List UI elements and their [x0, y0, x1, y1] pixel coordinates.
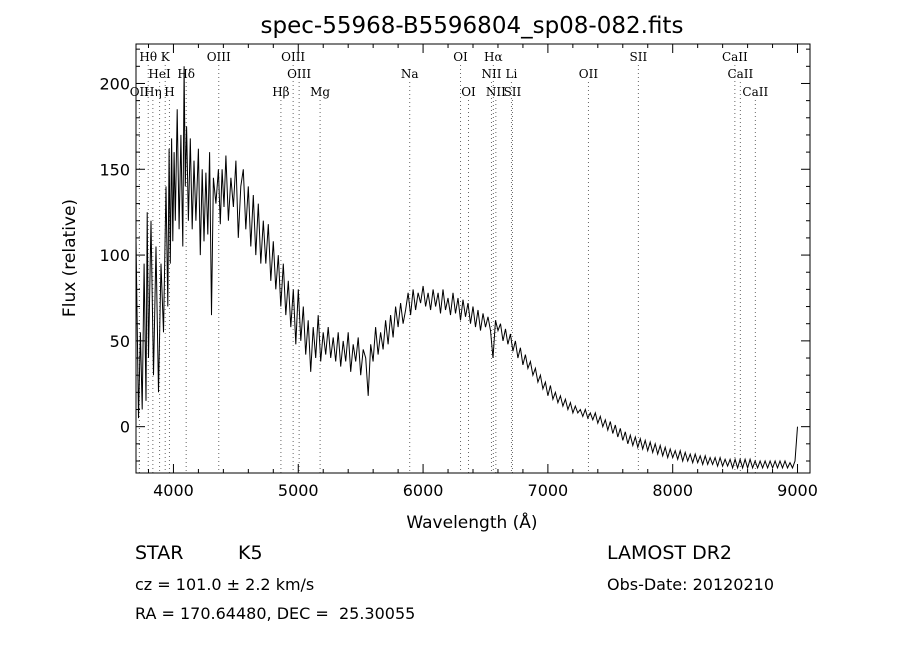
- line-label-11: Na: [401, 67, 419, 81]
- y-tick-label-200: 200: [99, 74, 130, 93]
- chart-title: spec-55968-B5596804_sp08-082.fits: [261, 13, 684, 39]
- line-label-8: HeI: [148, 67, 171, 81]
- line-label-10: OIII: [287, 67, 311, 81]
- line-label-2: OIII: [207, 50, 231, 64]
- line-label-21: OI: [461, 85, 476, 99]
- line-label-19: Hβ: [272, 85, 289, 99]
- line-label-13: Li: [506, 67, 518, 81]
- x-tick-label-6000: 6000: [403, 481, 444, 500]
- line-label-1: K: [161, 50, 171, 64]
- line-label-23: SII: [504, 85, 522, 99]
- line-label-20: Mg: [310, 85, 330, 99]
- x-tick-label-9000: 9000: [777, 481, 818, 500]
- line-label-12: NII: [481, 67, 501, 81]
- line-label-5: Hα: [484, 50, 503, 64]
- y-axis-label: Flux (relative): [60, 199, 80, 317]
- line-label-24: CaII: [742, 85, 768, 99]
- line-label-18: H: [164, 85, 174, 99]
- object-class-text: STAR: [135, 542, 184, 564]
- line-label-6: SII: [630, 50, 648, 64]
- line-label-7: CaII: [722, 50, 748, 64]
- redshift-text: cz = 101.0 ± 2.2 km/s: [135, 575, 315, 594]
- line-label-4: OI: [453, 50, 468, 64]
- line-label-16: OII: [130, 85, 150, 99]
- y-tick-label-0: 0: [120, 418, 130, 437]
- subclass-text: K5: [238, 542, 263, 564]
- line-label-9: Hδ: [177, 67, 195, 81]
- spectrum-series-line: [135, 66, 798, 470]
- y-tick-label-100: 100: [99, 246, 130, 265]
- x-tick-label-5000: 5000: [278, 481, 319, 500]
- axis-ticks: 4000 5000 6000 7000 8000 9000 0 50 100 150 200: [99, 44, 818, 500]
- line-label-3: OIII: [281, 50, 305, 64]
- line-label-17: Hη: [144, 85, 162, 99]
- plot-frame: [135, 43, 811, 474]
- y-tick-label-50: 50: [110, 332, 130, 351]
- line-label-14: OII: [579, 67, 599, 81]
- survey-text: LAMOST DR2: [607, 542, 732, 564]
- x-tick-label-4000: 4000: [153, 481, 194, 500]
- coordinates-text: RA = 170.64480, DEC = 25.30055: [135, 604, 416, 623]
- obs-date-text: Obs-Date: 20120210: [607, 575, 775, 594]
- x-axis-label: Wavelength (Å): [406, 511, 537, 533]
- line-label-15: CaII: [727, 67, 753, 81]
- x-tick-label-8000: 8000: [652, 481, 693, 500]
- x-tick-label-7000: 7000: [528, 481, 569, 500]
- line-label-22: NII: [486, 85, 506, 99]
- y-tick-label-150: 150: [99, 160, 130, 179]
- line-label-0: Hθ: [139, 50, 157, 64]
